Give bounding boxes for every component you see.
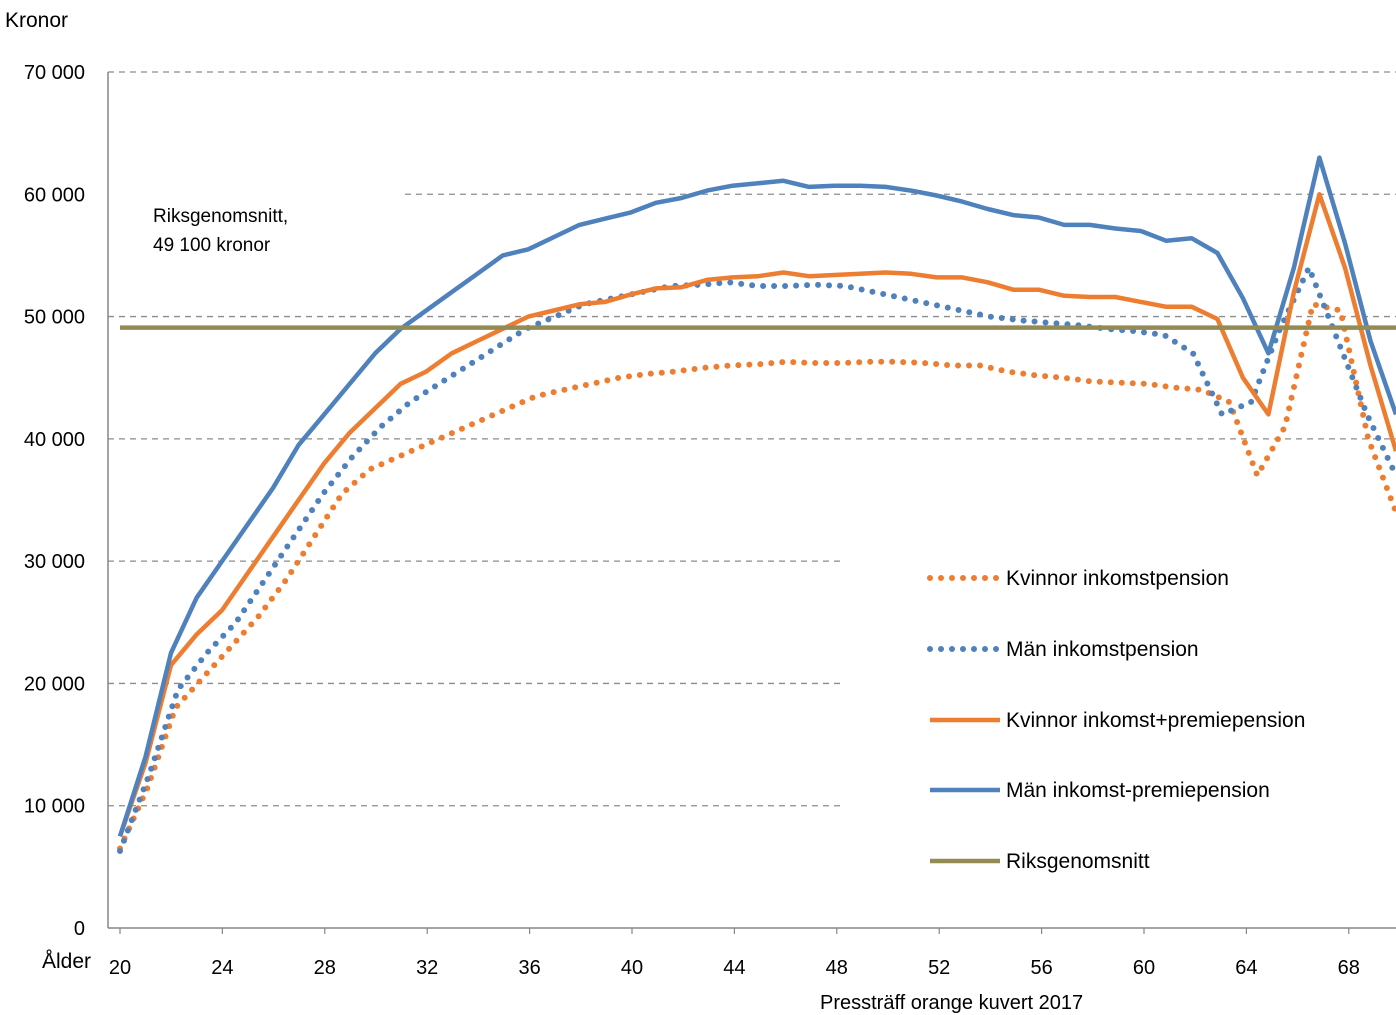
y-tick-label: 70 000 (24, 62, 85, 84)
y-tick-label: 50 000 (24, 307, 85, 329)
y-tick-label: 10 000 (24, 796, 85, 818)
x-tick-label: 68 (1338, 957, 1360, 979)
legend-label: Kvinnor inkomst+premiepension (1006, 709, 1305, 732)
x-tick-label: 56 (1030, 957, 1052, 979)
x-tick-label: 44 (723, 957, 745, 979)
x-tick-label: 48 (826, 957, 848, 979)
legend-label: Män inkomst-premiepension (1006, 779, 1270, 802)
annotation-line-1: Riksgenomsnitt, (153, 206, 288, 227)
annotation-line-2: 49 100 kronor (153, 235, 271, 256)
legend: Kvinnor inkomstpension Män inkomstpension… (927, 567, 1305, 873)
y-tick-label: 20 000 (24, 673, 85, 695)
x-tick-label: 52 (928, 957, 950, 979)
x-tick-label: 20 (109, 957, 131, 979)
y-tick-label: 60 000 (24, 184, 85, 206)
x-tick-label: 36 (518, 957, 540, 979)
x-axis-label: Ålder (42, 950, 91, 973)
y-axis-label: Kronor (5, 9, 68, 32)
series-lines (117, 155, 1396, 854)
series-line-2 (117, 192, 1396, 838)
gridlines (108, 71, 1396, 807)
legend-label: Män inkomstpension (1006, 638, 1199, 661)
series-line-0 (117, 301, 1396, 852)
y-tick-label: 40 000 (24, 429, 85, 451)
series-line-3 (117, 155, 1396, 837)
y-tick-label: 30 000 (24, 551, 85, 573)
tick-labels: 0 10 000 20 000 30 000 40 000 50 000 60 000 70 … (24, 62, 1360, 979)
x-tick-label: 28 (314, 957, 336, 979)
x-tick-label: 64 (1235, 957, 1257, 979)
x-tick-label: 40 (621, 957, 643, 979)
series-line-1 (117, 264, 1396, 854)
footer-note: Pressträff orange kuvert 2017 (820, 992, 1083, 1014)
x-tick-label: 24 (211, 957, 233, 979)
axes (107, 72, 1396, 929)
legend-label: Kvinnor inkomstpension (1006, 567, 1229, 590)
legend-label: Riksgenomsnitt (1006, 850, 1150, 873)
x-tick-label: 32 (416, 957, 438, 979)
x-tick-label: 60 (1133, 957, 1155, 979)
y-tick-label: 0 (74, 918, 85, 940)
